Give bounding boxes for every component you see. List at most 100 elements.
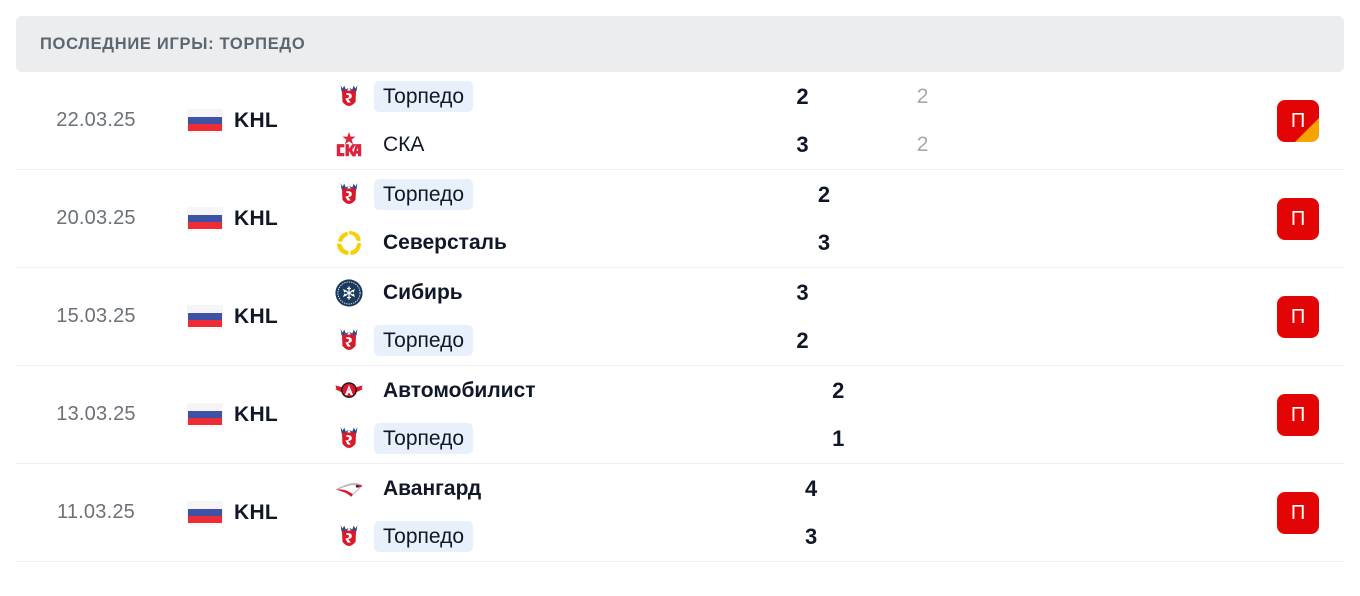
team-name[interactable]: СКА bbox=[383, 133, 425, 156]
team-line[interactable]: СКА bbox=[334, 128, 743, 162]
score-home: 3 bbox=[796, 279, 809, 305]
result-badge[interactable]: П bbox=[1277, 295, 1320, 338]
last-games-widget: ПОСЛЕДНИЕ ИГРЫ: ТОРПЕДО 22.03.25 KHL Тор… bbox=[0, 16, 1360, 562]
score-away: 3 bbox=[805, 523, 818, 549]
page-title: ПОСЛЕДНИЕ ИГРЫ: ТОРПЕДО bbox=[40, 34, 306, 53]
score-away-secondary: 2 bbox=[916, 132, 929, 156]
team-name[interactable]: Северсталь bbox=[383, 231, 507, 254]
secondary-score-cell bbox=[898, 374, 1018, 456]
panel-header: ПОСЛЕДНИЕ ИГРЫ: ТОРПЕДО bbox=[16, 16, 1344, 72]
torpedo-logo bbox=[340, 524, 358, 546]
score-home: 2 bbox=[796, 83, 809, 109]
sibir-logo bbox=[335, 278, 363, 307]
result-badge[interactable]: П bbox=[1277, 491, 1320, 534]
match-date: 20.03.25 bbox=[56, 207, 136, 229]
league-name: KHL bbox=[234, 304, 279, 328]
league-name: KHL bbox=[234, 206, 279, 230]
match-row[interactable]: 13.03.25 KHL Автомобилист bbox=[16, 366, 1344, 464]
result-cell: П bbox=[1252, 393, 1344, 436]
score-cell: 3 2 bbox=[743, 276, 863, 358]
score-cell: 2 3 bbox=[743, 80, 863, 162]
score-away: 2 bbox=[796, 327, 809, 353]
league-name: KHL bbox=[234, 108, 279, 132]
team-name[interactable]: Торпедо bbox=[374, 423, 474, 454]
match-row[interactable]: 22.03.25 KHL Торпедо bbox=[16, 72, 1344, 170]
match-date: 11.03.25 bbox=[57, 501, 135, 523]
team-line[interactable]: Торпедо bbox=[334, 80, 743, 114]
league-name: KHL bbox=[234, 500, 279, 524]
team-line[interactable]: Торпедо bbox=[334, 324, 743, 358]
team-line[interactable]: Торпедо bbox=[334, 178, 764, 212]
team-name[interactable]: Авангард bbox=[383, 477, 482, 500]
league-cell[interactable]: KHL bbox=[176, 109, 320, 133]
team-line[interactable]: Северсталь bbox=[334, 226, 764, 260]
result-badge[interactable]: П bbox=[1277, 393, 1320, 436]
teams-cell: Торпедо СКА bbox=[320, 80, 743, 162]
match-row[interactable]: 15.03.25 KHL bbox=[16, 268, 1344, 366]
result-cell: П bbox=[1252, 99, 1344, 142]
team-name[interactable]: Торпедо bbox=[374, 81, 474, 112]
score-home: 2 bbox=[817, 181, 831, 207]
result-cell: П bbox=[1252, 197, 1344, 240]
secondary-score-cell: 2 2 bbox=[863, 80, 983, 162]
score-cell: 2 1 bbox=[778, 374, 898, 456]
team-line[interactable]: Торпедо bbox=[334, 422, 778, 456]
score-home-secondary bbox=[884, 178, 1004, 212]
score-home-secondary bbox=[898, 374, 1018, 408]
team-line[interactable]: Сибирь bbox=[334, 276, 743, 310]
score-away-secondary bbox=[884, 226, 1004, 260]
score-away: 3 bbox=[796, 131, 809, 157]
score-cell: 4 3 bbox=[751, 472, 871, 554]
match-row[interactable]: 20.03.25 KHL Торпедо bbox=[16, 170, 1344, 268]
team-line[interactable]: Торпедо bbox=[334, 520, 751, 554]
match-date: 13.03.25 bbox=[56, 403, 136, 425]
league-cell[interactable]: KHL bbox=[176, 403, 320, 427]
secondary-score-cell bbox=[871, 472, 991, 554]
match-row[interactable]: 11.03.25 KHL Авангард bbox=[16, 464, 1344, 562]
torpedo-logo bbox=[340, 84, 358, 106]
score-away-secondary bbox=[863, 324, 983, 358]
teams-cell: Авангард Торпедо bbox=[320, 472, 751, 554]
match-list: 22.03.25 KHL Торпедо bbox=[16, 72, 1344, 562]
team-name[interactable]: Автомобилист bbox=[383, 379, 536, 402]
match-date: 15.03.25 bbox=[56, 305, 136, 327]
teams-cell: Торпедо Северсталь bbox=[320, 178, 764, 260]
team-name[interactable]: Сибирь bbox=[383, 281, 463, 304]
score-home-secondary bbox=[863, 276, 983, 310]
avtomobilist-logo bbox=[334, 381, 364, 398]
team-line[interactable]: Автомобилист bbox=[334, 374, 778, 408]
team-name[interactable]: Торпедо bbox=[374, 179, 474, 210]
russia-flag-icon bbox=[188, 501, 222, 524]
team-name[interactable]: Торпедо bbox=[374, 325, 474, 356]
score-home-secondary bbox=[871, 472, 991, 506]
league-cell[interactable]: KHL bbox=[176, 207, 320, 231]
torpedo-logo bbox=[340, 328, 358, 350]
result-cell: П bbox=[1252, 295, 1344, 338]
torpedo-logo bbox=[340, 426, 358, 448]
secondary-score-cell bbox=[863, 276, 983, 358]
ska-logo bbox=[336, 131, 362, 156]
result-badge-letter: П bbox=[1290, 305, 1306, 328]
result-badge[interactable]: П bbox=[1277, 197, 1320, 240]
score-away-secondary bbox=[871, 520, 991, 554]
league-cell[interactable]: KHL bbox=[176, 305, 320, 329]
score-home: 2 bbox=[832, 377, 845, 403]
russia-flag-icon bbox=[188, 305, 222, 328]
torpedo-logo bbox=[340, 182, 358, 204]
team-name[interactable]: Торпедо bbox=[374, 521, 474, 552]
league-name: KHL bbox=[234, 402, 279, 426]
teams-cell: Автомобилист Торпедо bbox=[320, 374, 778, 456]
russia-flag-icon bbox=[188, 109, 222, 132]
result-cell: П bbox=[1252, 491, 1344, 534]
result-badge-letter: П bbox=[1290, 109, 1306, 132]
score-cell: 2 3 bbox=[764, 178, 884, 260]
severstal-logo bbox=[337, 230, 362, 255]
score-away: 1 bbox=[832, 425, 845, 451]
score-home: 4 bbox=[805, 475, 818, 501]
secondary-score-cell bbox=[884, 178, 1004, 260]
league-cell[interactable]: KHL bbox=[176, 501, 320, 525]
team-line[interactable]: Авангард bbox=[334, 472, 751, 506]
result-badge-letter: П bbox=[1290, 207, 1306, 230]
result-badge[interactable]: П bbox=[1277, 99, 1320, 142]
score-home-secondary: 2 bbox=[916, 84, 929, 108]
